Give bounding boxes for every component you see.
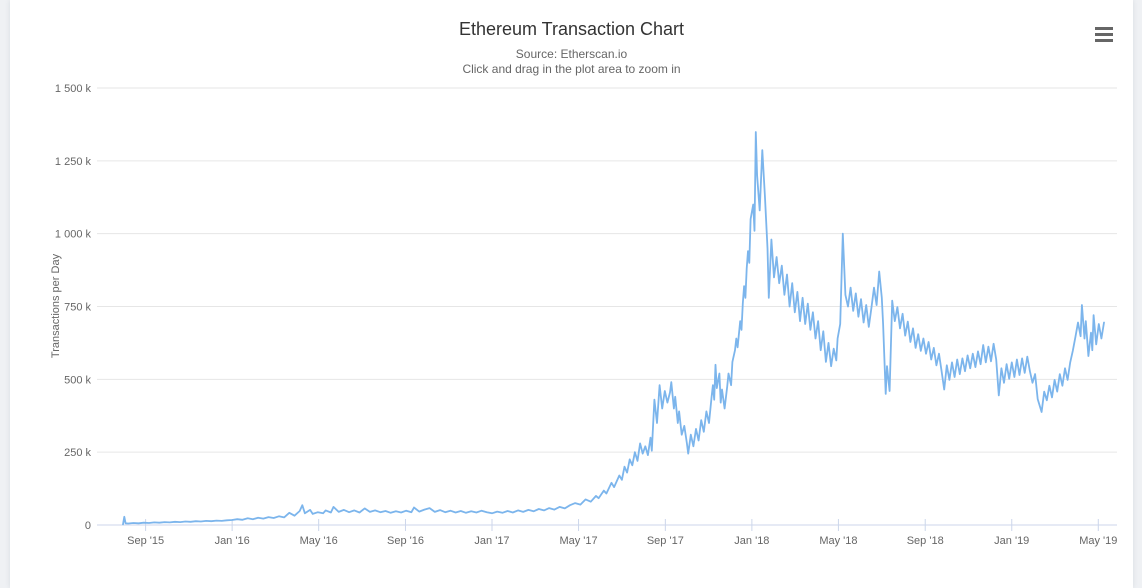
x-axis-label: Sep '18 (907, 535, 944, 547)
y-axis-label: 1 250 k (55, 156, 92, 168)
x-axis-label: Jan '17 (474, 535, 509, 547)
x-axis-label: Jan '19 (994, 535, 1029, 547)
zoom-hint-text: Click and drag in the plot area to zoom … (462, 62, 681, 76)
y-axis-label: 1 000 k (55, 229, 92, 241)
page-title: Ethereum Transaction Chart (458, 19, 685, 39)
chart-subtitle: Source: Etherscan.io (515, 47, 628, 61)
x-axis-label: May '18 (819, 535, 857, 547)
x-axis-label: May '17 (559, 535, 597, 547)
x-axis-label: Sep '17 (647, 535, 684, 547)
y-axis-label: 0 (85, 520, 91, 532)
x-axis-label: Jan '16 (215, 535, 250, 547)
x-axis-label: Sep '16 (387, 535, 424, 547)
chart-context-menu-button[interactable] (1091, 22, 1117, 46)
x-axis-label: May '19 (1079, 535, 1117, 547)
x-axis-label: Jan '18 (734, 535, 769, 547)
hamburger-icon (1095, 32, 1113, 36)
x-axis-label: Sep '15 (127, 535, 164, 547)
y-axis-label: 750 k (64, 302, 91, 314)
chart-card: Ethereum Transaction Chart Source: Ether… (10, 0, 1133, 588)
x-axis-label: May '16 (300, 535, 338, 547)
plot-area[interactable]: 0 250 k 500 k 750 k 1 000 k 1 250 k 1 500 k Sep… (10, 0, 1142, 588)
series-line (122, 131, 1105, 526)
y-axis-label: 1 500 k (55, 83, 92, 95)
y-axis-label: 250 k (64, 447, 91, 459)
y-axis-label: 500 k (64, 374, 91, 386)
hamburger-icon (1095, 38, 1113, 42)
hamburger-icon (1095, 26, 1113, 30)
